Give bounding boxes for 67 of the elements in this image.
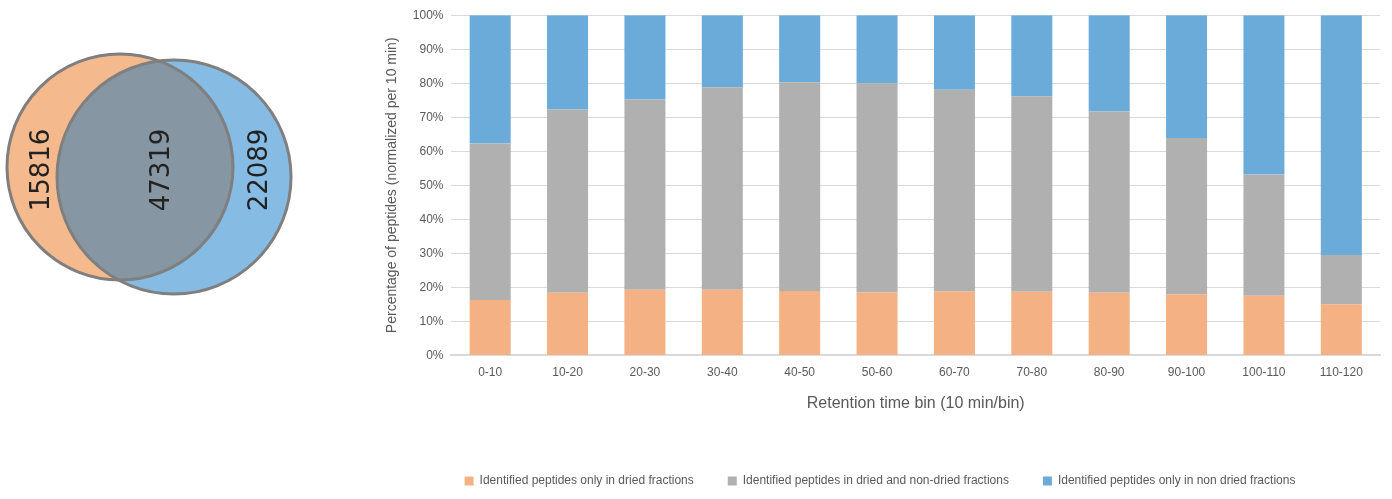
y-tick-label: 60%: [419, 143, 444, 158]
x-tick-label: 50-60: [861, 364, 893, 379]
bar: [779, 291, 821, 355]
bar: [624, 99, 666, 290]
bar: [701, 87, 743, 290]
y-tick-label: 50%: [419, 177, 444, 192]
legend-label: Identified peptides in dried and non-dried fractions: [742, 473, 1009, 488]
bar: [1243, 295, 1285, 355]
y-tick-label: 10%: [419, 313, 444, 328]
x-axis-title: Retention time bin (10 min/bin): [806, 393, 1025, 411]
bar: [1166, 138, 1208, 295]
x-tick-label: 100-110: [1242, 364, 1286, 379]
y-tick-label: 80%: [419, 75, 444, 90]
x-tick-label: 30-40: [706, 364, 738, 379]
bar: [547, 292, 589, 355]
bar: [856, 292, 898, 355]
bar: [856, 83, 898, 293]
x-tick-label: 0-10: [478, 364, 503, 379]
bar: [701, 289, 743, 355]
y-tick-label: 30%: [419, 245, 444, 260]
bar: [624, 289, 666, 355]
bar: [933, 89, 975, 292]
x-tick-label: 40-50: [784, 364, 816, 379]
bar: [933, 291, 975, 355]
bar: [1011, 15, 1053, 97]
y-tick-label: 20%: [419, 279, 444, 294]
bar: [1166, 15, 1208, 139]
bar: [1166, 294, 1208, 355]
y-tick-label: 0%: [426, 347, 444, 362]
bar: [856, 15, 898, 84]
legend-label: Identified peptides only in dried fractions: [479, 473, 694, 488]
x-tick-label: 90-100: [1167, 364, 1206, 379]
data-label: 47319: [145, 128, 175, 212]
bar: [624, 15, 666, 100]
x-tick-label: 80-90: [1093, 364, 1125, 379]
bar: [1088, 15, 1130, 112]
bar: [1088, 292, 1130, 355]
legend-label: Identified peptides only in non dried fractions: [1057, 473, 1296, 488]
bar: [1243, 174, 1285, 296]
bar: [1011, 291, 1053, 355]
bar: [933, 15, 975, 90]
x-tick-label: 10-20: [552, 364, 584, 379]
y-tick-label: 70%: [419, 109, 444, 124]
bar: [1320, 304, 1362, 355]
x-tick-label: 110-120: [1319, 364, 1364, 379]
x-tick-label: 70-80: [1016, 364, 1048, 379]
bar: [1011, 96, 1053, 292]
y-tick-label: 100%: [412, 7, 444, 22]
bar: [469, 15, 511, 144]
bar: [779, 15, 821, 83]
bar: [1320, 15, 1362, 256]
bar: [547, 15, 589, 110]
bar: [1088, 111, 1130, 293]
bar: [469, 143, 511, 300]
y-tick-label: 90%: [419, 41, 444, 56]
bar: [779, 82, 821, 292]
x-tick-label: 60-70: [939, 364, 971, 379]
bar: [469, 299, 511, 355]
data-label: 22089: [243, 128, 273, 212]
data-label: 15816: [25, 128, 55, 212]
x-tick-label: 20-30: [629, 364, 661, 379]
bar: [1243, 15, 1285, 175]
bar: [547, 109, 589, 293]
bar: [701, 15, 743, 88]
y-tick-label: 40%: [419, 211, 444, 226]
y-axis-title: Percentage of peptides (normalized per 10 min): [383, 37, 400, 334]
bar: [1320, 255, 1362, 305]
